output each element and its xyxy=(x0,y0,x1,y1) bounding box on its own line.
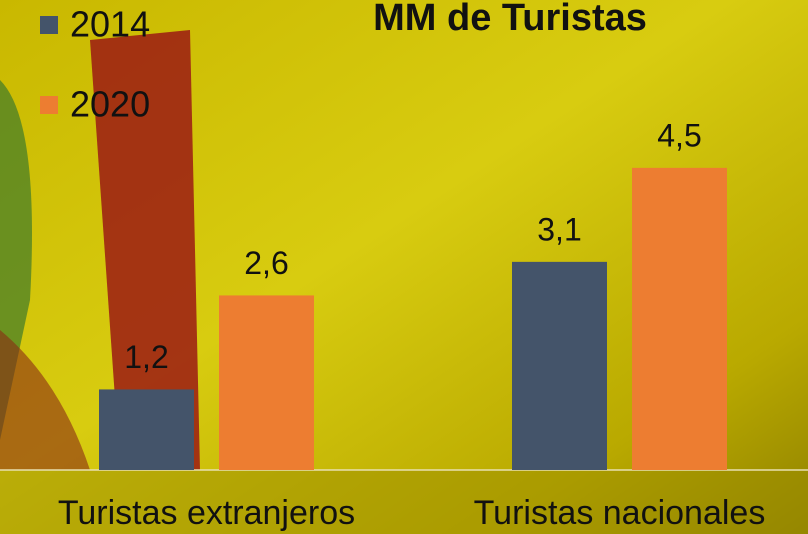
bar xyxy=(219,295,314,470)
value-label: 3,1 xyxy=(537,211,581,247)
floor-shade xyxy=(0,470,808,534)
flag-shade xyxy=(0,330,90,470)
flag-red xyxy=(90,30,200,470)
value-label: 4,5 xyxy=(657,117,701,153)
bar xyxy=(99,389,194,470)
legend-swatch xyxy=(40,96,58,114)
x-tick-label: Turistas nacionales xyxy=(474,494,766,532)
value-label: 2,6 xyxy=(244,245,288,281)
bar xyxy=(512,261,607,470)
chart-title: MM de Turistas xyxy=(373,0,647,39)
bar xyxy=(632,167,727,470)
legend-swatch xyxy=(40,16,58,34)
legend-label: 2014 xyxy=(70,4,150,45)
value-label: 1,2 xyxy=(124,339,168,375)
x-tick-label: Turistas extranjeros xyxy=(58,494,355,532)
legend-label: 2020 xyxy=(70,84,150,125)
